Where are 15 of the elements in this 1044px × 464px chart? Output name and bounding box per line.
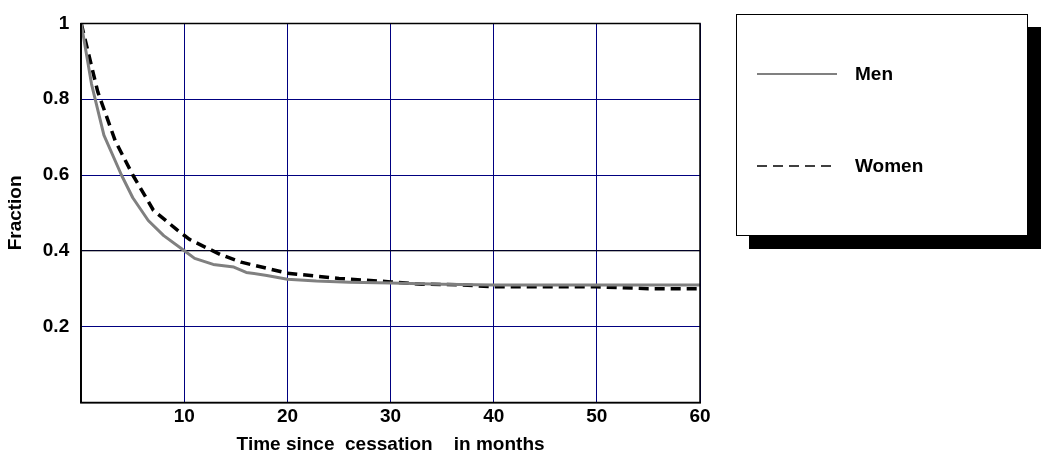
legend-label: Women bbox=[855, 155, 924, 177]
legend-label: Men bbox=[855, 63, 893, 85]
x-axis-title: Time since cessation in months bbox=[236, 432, 545, 454]
y-tick-label: 0.6 bbox=[42, 163, 70, 185]
x-tick-label: 30 bbox=[380, 405, 402, 427]
x-tick-label: 50 bbox=[586, 405, 608, 427]
x-tick-label: 20 bbox=[276, 405, 299, 427]
y-axis-title: Fraction bbox=[3, 175, 25, 251]
x-tick-label: 10 bbox=[173, 405, 195, 427]
x-tick-label: 40 bbox=[483, 405, 505, 427]
x-tick-label: 60 bbox=[689, 405, 711, 427]
y-tick-label: 1 bbox=[58, 11, 70, 33]
y-tick-label: 0.4 bbox=[42, 239, 70, 261]
y-tick-label: 0.2 bbox=[42, 314, 70, 336]
y-tick-label: 0.8 bbox=[42, 87, 70, 109]
